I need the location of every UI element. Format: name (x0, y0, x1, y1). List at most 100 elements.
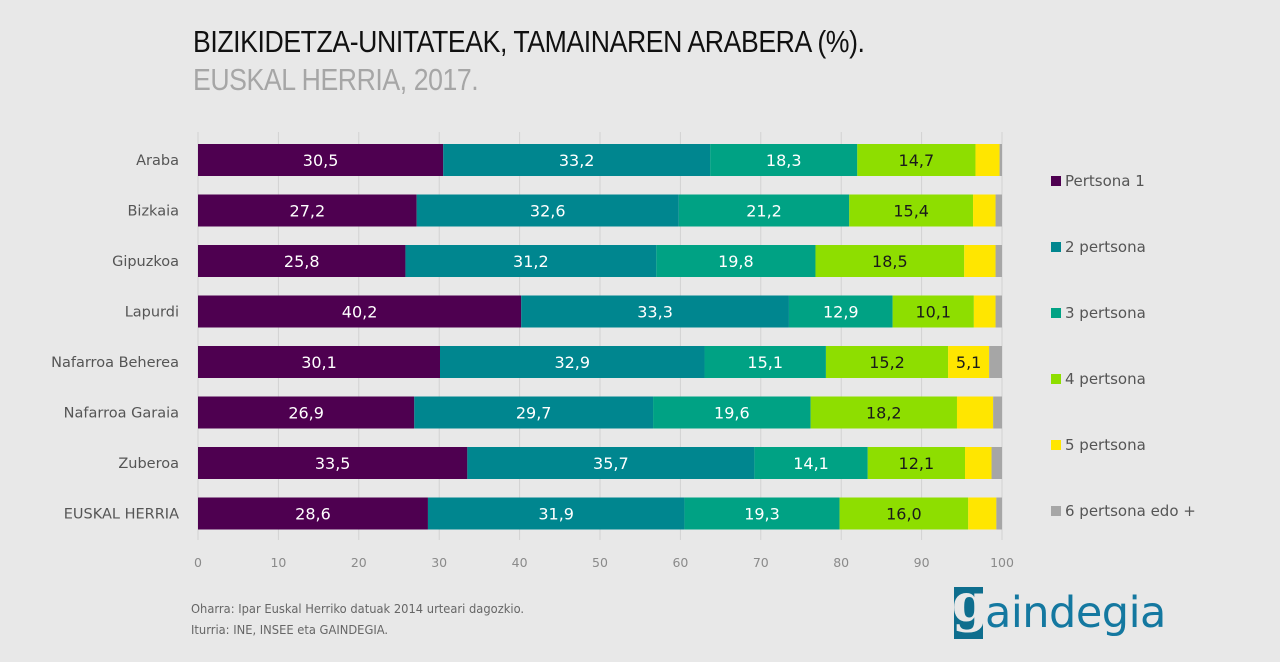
data-label: 33,3 (637, 303, 673, 322)
bar-segment (704, 346, 826, 378)
data-label: 30,1 (301, 353, 337, 372)
logo-letter: g (954, 587, 983, 634)
bar-segment (427, 497, 685, 530)
bar-segment (414, 396, 654, 429)
chart-title: BIZIKIDETZA-UNITATEAK, TAMAINAREN ARABER… (193, 24, 865, 59)
chart-subtitle: EUSKAL HERRIA, 2017. (193, 62, 479, 97)
source-text: Iturria: INE, INSEE eta GAINDEGIA. (191, 622, 389, 637)
category-label: Araba (136, 153, 179, 169)
data-label: 15,1 (747, 353, 783, 372)
bar-segment (968, 497, 997, 530)
bar-segment (710, 144, 858, 176)
bar-segment (198, 447, 468, 479)
data-label: 33,2 (559, 151, 595, 170)
data-label: 12,1 (899, 454, 935, 473)
legend-label: 3 pertsona (1065, 304, 1146, 322)
bar-segment (443, 144, 711, 176)
data-label: 27,2 (290, 202, 326, 221)
bar-segment (839, 497, 969, 530)
data-label: 35,7 (593, 454, 629, 473)
bar-segment (857, 144, 976, 176)
bar-segment (405, 245, 657, 277)
data-label: 15,4 (893, 202, 929, 221)
data-label: 14,7 (899, 151, 935, 170)
data-label: 14,1 (793, 454, 829, 473)
category-label: Nafarroa Beherea (51, 355, 179, 371)
bar-segment (198, 245, 406, 277)
bar-segment (956, 396, 994, 429)
data-label: 10,1 (915, 303, 951, 322)
legend-swatch (1051, 506, 1061, 516)
bar-segment (521, 295, 789, 328)
bar-segment (975, 144, 1000, 176)
x-tick-label: 100 (990, 555, 1014, 570)
note-text: Oharra: Ipar Euskal Herriko datuak 2014 … (191, 601, 525, 616)
bar-segment (991, 447, 1002, 479)
bar-segment (825, 346, 949, 378)
legend-swatch (1051, 242, 1061, 252)
legend: Pertsona 1 2 pertsona 3 pertsona 4 pertsona… (1051, 172, 1196, 520)
bar-segment (416, 194, 679, 227)
x-tick-label: 60 (672, 555, 688, 570)
bar-segment (964, 245, 996, 277)
bar-segment (965, 447, 992, 479)
bar-segment (999, 144, 1002, 176)
legend-label: 6 pertsona edo + (1065, 502, 1196, 520)
bar-segment (198, 396, 415, 429)
bar-segment (198, 346, 441, 378)
data-label: 31,9 (538, 505, 574, 524)
data-label: 19,3 (744, 505, 780, 524)
data-label: 5,1 (956, 353, 981, 372)
x-tick-label: 20 (351, 555, 367, 570)
category-label: EUSKAL HERRIA (64, 507, 179, 523)
data-label: 26,9 (288, 404, 324, 423)
category-label: Zuberoa (118, 456, 179, 472)
x-tick-label: 0 (194, 555, 202, 570)
bar-segment (815, 245, 965, 277)
data-label: 31,2 (513, 252, 549, 271)
legend-swatch (1051, 374, 1061, 384)
data-label: 30,5 (303, 151, 339, 170)
x-tick-label: 80 (833, 555, 849, 570)
data-label: 12,9 (823, 303, 859, 322)
data-label: 32,6 (530, 202, 566, 221)
category-labels: Araba Bizkaia Gipuzkoa Lapurdi Nafarroa Behe… (51, 153, 179, 523)
legend-label: 4 pertsona (1065, 370, 1146, 388)
bar-segment (973, 295, 996, 328)
logo-mark: g (954, 587, 983, 639)
bar-segment (754, 447, 868, 479)
bar-segment (653, 396, 811, 429)
category-label: Nafarroa Garaia (64, 406, 179, 422)
bar-segment (198, 144, 444, 176)
bar-segment (198, 295, 522, 328)
bar-segment (996, 497, 1002, 530)
bar-segment (892, 295, 974, 328)
bar-segment (989, 346, 1002, 378)
bar-segment (678, 194, 850, 227)
x-tick-label: 30 (431, 555, 447, 570)
data-label: 19,6 (714, 404, 750, 423)
x-tick-label: 10 (270, 555, 286, 570)
bar-segment (198, 497, 428, 530)
bar-segment (467, 447, 755, 479)
data-label: 18,2 (866, 404, 902, 423)
bar-segment (948, 346, 990, 378)
x-tick-label: 40 (512, 555, 528, 570)
bar-segment (788, 295, 893, 328)
bar-segment (995, 194, 1002, 227)
logo-wordmark: aindegia (985, 588, 1166, 638)
data-label: 25,8 (284, 252, 320, 271)
legend-swatch (1051, 308, 1061, 318)
x-tick-label: 50 (592, 555, 608, 570)
bar-segment (849, 194, 974, 227)
bar-segment (993, 396, 1002, 429)
bars: 30,5 33,2 18,3 14,7 27,2 32,6 21,2 15,4 25,8 31,2… (198, 144, 1002, 530)
legend-swatch (1051, 440, 1061, 450)
legend-label: Pertsona 1 (1065, 172, 1145, 190)
bar-segment (995, 245, 1002, 277)
legend-label: 5 pertsona (1065, 436, 1146, 454)
category-label: Lapurdi (125, 305, 179, 321)
x-tick-label: 90 (914, 555, 930, 570)
data-label: 33,5 (315, 454, 351, 473)
